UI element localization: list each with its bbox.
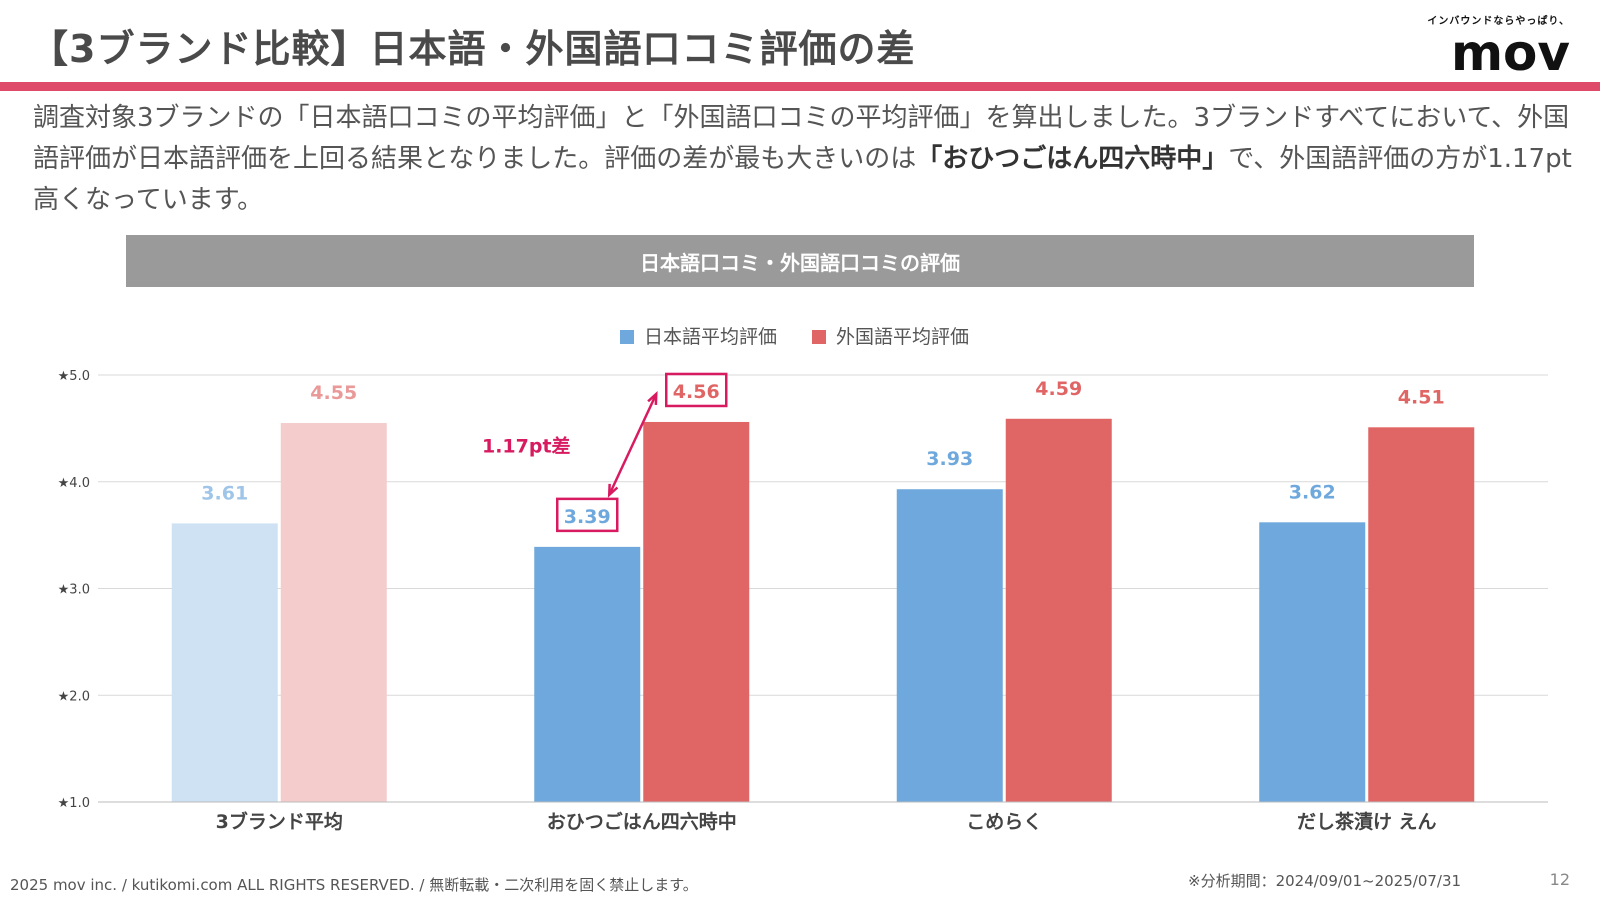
- y-tick-label: ★1.0: [58, 796, 90, 811]
- value-label-foreign: 4.56: [673, 381, 720, 403]
- x-category-label: だし茶漬け えん: [1297, 810, 1437, 833]
- bar-japanese: [896, 489, 1003, 802]
- chart-title: 日本語口コミ・外国語口コミの評価: [126, 235, 1474, 287]
- value-label-japanese: 3.93: [926, 448, 973, 470]
- legend-label: 外国語平均評価: [836, 326, 969, 348]
- arrow-head-top: [647, 391, 658, 406]
- bar-japanese: [171, 523, 278, 802]
- logo-tagline: インバウンドならやっぱり、: [1427, 16, 1570, 27]
- value-label-foreign: 4.59: [1035, 378, 1082, 400]
- title-underline: [0, 82, 1600, 91]
- x-category-label: 3ブランド平均: [216, 810, 343, 833]
- bar-foreign: [280, 423, 387, 802]
- difference-arrow: [608, 393, 658, 496]
- y-tick-label: ★4.0: [58, 476, 90, 491]
- value-label-foreign: 4.51: [1398, 386, 1445, 408]
- bar-japanese: [1259, 522, 1366, 802]
- bar-foreign: [1368, 427, 1475, 802]
- copyright-footer: 2025 mov inc. / kutikomi.com ALL RIGHTS …: [10, 876, 698, 894]
- logo-text: mov: [1450, 24, 1570, 82]
- difference-annotation: 1.17pt差: [482, 434, 571, 457]
- value-label-japanese: 3.61: [201, 482, 248, 504]
- description-highlight: 「おひつごはん四六時中」: [916, 144, 1229, 174]
- x-category-label: おひつごはん四六時中: [547, 810, 737, 833]
- x-category-label: こめらく: [966, 811, 1042, 833]
- legend-label: 日本語平均評価: [644, 326, 777, 348]
- value-label-foreign: 4.55: [310, 382, 357, 404]
- highlight-box-foreign: [665, 372, 728, 408]
- highlight-box-japanese: [556, 497, 619, 533]
- y-tick-label: ★5.0: [58, 369, 90, 384]
- bar-foreign: [643, 421, 750, 802]
- y-tick-label: ★3.0: [58, 583, 90, 598]
- y-tick-label: ★2.0: [58, 689, 90, 704]
- description-text: 調査対象3ブランドの「日本語口コミの平均評価」と「外国語口コミの平均評価」を算出…: [33, 98, 1573, 221]
- bar-foreign: [1005, 418, 1112, 802]
- description-part1: 調査対象3ブランドの「日本語口コミの平均評価」と「外国語口コミの平均評価」を算出…: [33, 103, 1570, 174]
- page-number: 12: [1549, 870, 1570, 889]
- arrow-head-bottom: [607, 483, 619, 498]
- analysis-period: ※分析期間：2024/09/01~2025/07/31: [1188, 872, 1462, 890]
- brand-logo: インバウンドならやっぱり、 mov: [1427, 12, 1570, 82]
- value-label-japanese: 3.62: [1289, 481, 1336, 503]
- bar-japanese: [534, 546, 641, 802]
- legend-swatch: [620, 330, 634, 344]
- page-title: 【3ブランド比較】日本語・外国語口コミ評価の差: [30, 27, 916, 71]
- description-part2: で、外国語評価の方が1.17pt高くなっています。: [33, 144, 1572, 215]
- value-label-japanese: 3.39: [564, 506, 611, 528]
- legend-swatch: [812, 330, 826, 344]
